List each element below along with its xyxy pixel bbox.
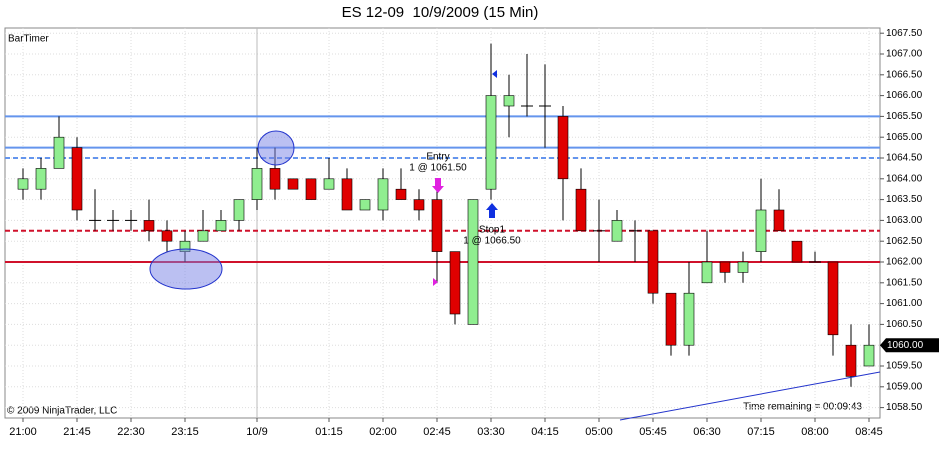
candle-body [773, 209, 785, 232]
candle-body [413, 199, 425, 211]
indicator-label: BarTimer [8, 34, 49, 45]
candle-body [611, 220, 623, 242]
x-tick-label: 02:45 [423, 426, 451, 438]
candle-body [71, 147, 83, 211]
candle-body [305, 178, 317, 200]
candle-body [269, 168, 281, 190]
candle-body [701, 261, 713, 284]
candle-body [323, 178, 335, 190]
candle-body [251, 168, 263, 200]
candle-body [845, 344, 857, 377]
candle-body [467, 199, 479, 325]
candle-body [719, 261, 731, 273]
marker-ellipse [149, 248, 223, 290]
y-tick-label: 1059.50 [886, 361, 923, 372]
plot-frame [4, 27, 881, 419]
candle-body [287, 178, 299, 190]
y-tick-label: 1067.00 [886, 49, 923, 60]
candle-body [665, 292, 677, 346]
x-tick-label: 04:15 [531, 426, 559, 438]
last-price-tag [880, 338, 939, 353]
x-tick-label: 10/9 [246, 426, 267, 438]
x-tick-label: 07:15 [747, 426, 775, 438]
y-tick-label: 1065.00 [886, 132, 923, 143]
y-tick-label: 1059.00 [886, 381, 923, 392]
y-tick-label: 1066.50 [886, 69, 923, 80]
candle-body [449, 251, 461, 315]
y-tick-label: 1063.00 [886, 215, 923, 226]
candle-body [755, 209, 767, 252]
marker-circle [257, 130, 295, 166]
candle-body [575, 188, 587, 232]
y-tick-label: 1066.00 [886, 90, 923, 101]
x-tick-label: 21:00 [9, 426, 37, 438]
candle-body [17, 178, 29, 190]
x-tick-label: 01:15 [315, 426, 343, 438]
candle-body [377, 178, 389, 211]
y-tick-label: 1061.50 [886, 277, 923, 288]
fill-marker [492, 70, 497, 78]
y-tick-label: 1065.50 [886, 111, 923, 122]
candle-body [503, 95, 515, 107]
candle-body [557, 116, 569, 180]
candle-body [215, 220, 227, 232]
candle-body [647, 230, 659, 294]
time-remaining: Time remaining = 00:09:43 [743, 402, 862, 413]
candle-body [827, 261, 839, 336]
candle-body [197, 230, 209, 242]
candle-body [359, 199, 371, 211]
candle-body [863, 344, 875, 367]
x-tick-label: 02:00 [369, 426, 397, 438]
candle-body [431, 199, 443, 252]
trend-line [619, 371, 881, 421]
stop-label: Stop1 [479, 225, 506, 236]
x-tick-label: 08:45 [855, 426, 883, 438]
x-tick-label: 03:30 [477, 426, 505, 438]
copyright: © 2009 NinjaTrader, LLC [7, 406, 117, 417]
candle-body [341, 178, 353, 211]
y-tick-label: 1062.00 [886, 257, 923, 268]
y-tick-label: 1061.00 [886, 298, 923, 309]
y-tick-label: 1067.50 [886, 28, 923, 39]
x-tick-label: 05:00 [585, 426, 613, 438]
candle-body [683, 292, 695, 346]
candle-body [143, 220, 155, 232]
entry-label: Entry [426, 152, 449, 163]
stop-detail: 1 @ 1066.50 [463, 236, 521, 247]
entry-arrow [432, 178, 444, 193]
x-tick-label: 22:30 [117, 426, 145, 438]
y-tick-label: 1064.50 [886, 153, 923, 164]
y-tick-label: 1063.50 [886, 194, 923, 205]
candle-body [395, 188, 407, 200]
candle-body [737, 261, 749, 273]
candle-body [35, 168, 47, 190]
candle-body [161, 230, 173, 242]
candle-body [53, 136, 65, 169]
y-tick-label: 1060.50 [886, 319, 923, 330]
candle-body [485, 95, 497, 190]
x-tick-label: 06:30 [693, 426, 721, 438]
chart-title: ES 12-09 10/9/2009 (15 Min) [342, 4, 539, 21]
x-tick-label: 08:00 [801, 426, 829, 438]
x-tick-label: 21:45 [63, 426, 91, 438]
fill-marker [433, 278, 438, 286]
y-tick-label: 1058.50 [886, 402, 923, 413]
y-tick-label: 1064.00 [886, 173, 923, 184]
last-price-label: 1060.00 [887, 340, 924, 351]
candle-body [791, 240, 803, 263]
y-tick-label: 1062.50 [886, 236, 923, 247]
stop-arrow [486, 203, 498, 218]
candle-body [233, 199, 245, 221]
x-tick-label: 23:15 [171, 426, 199, 438]
x-tick-label: 05:45 [639, 426, 667, 438]
entry-detail: 1 @ 1061.50 [409, 163, 467, 174]
